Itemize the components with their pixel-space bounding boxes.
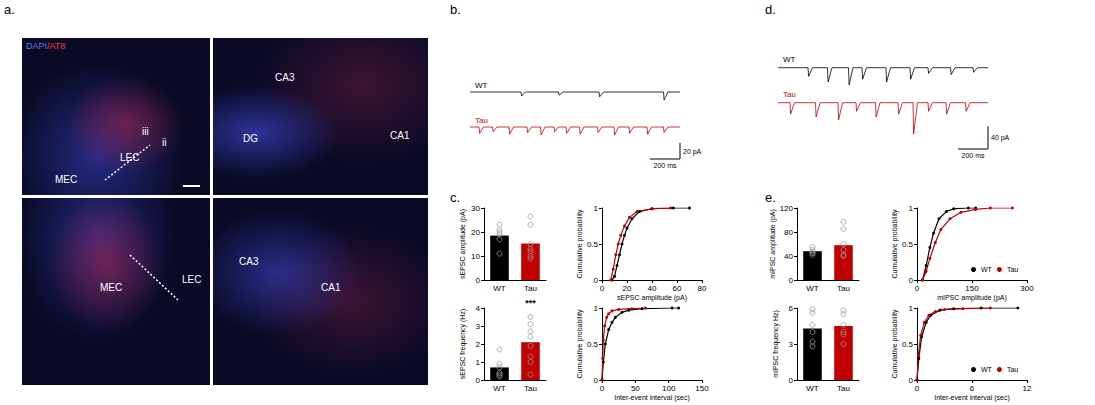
svg-text:WT: WT (981, 366, 993, 373)
svg-text:60: 60 (673, 284, 682, 293)
html-text:CA3: CA3 (275, 72, 295, 83)
svg-text:1: 1 (594, 304, 599, 313)
html-text:b.: b. (450, 2, 461, 17)
svg-text:150: 150 (965, 284, 979, 293)
svg-text:Inter-event interval (sec): Inter-event interval (sec) (614, 394, 689, 402)
svg-text:6: 6 (789, 304, 794, 313)
svg-text:Tau: Tau (783, 90, 796, 99)
svg-text:mIPSC frequency Hz): mIPSC frequency Hz) (772, 310, 780, 378)
svg-text:Tau: Tau (524, 284, 537, 293)
svg-text:4: 4 (476, 304, 481, 313)
svg-text:0: 0 (476, 376, 481, 385)
html-text:d.: d. (765, 2, 776, 17)
svg-text:12: 12 (1023, 384, 1032, 393)
html-text:iii: iii (142, 126, 149, 137)
svg-text:20: 20 (623, 284, 632, 293)
svg-text:Cumulative probability: Cumulative probability (891, 309, 899, 378)
svg-text:Tau: Tau (837, 284, 850, 293)
html-text:DAPI /AT8: DAPI /AT8 (26, 41, 66, 51)
svg-text:30: 30 (471, 204, 480, 213)
svg-text:Tau: Tau (1007, 366, 1018, 373)
svg-text:1: 1 (476, 358, 481, 367)
svg-text:0: 0 (915, 384, 920, 393)
svg-text:sEPSC amplitude (pA): sEPSC amplitude (pA) (459, 209, 467, 279)
html-text:MEC: MEC (100, 282, 123, 293)
svg-text:WT: WT (783, 55, 796, 64)
svg-text:***: *** (525, 298, 536, 308)
svg-text:0: 0 (789, 376, 794, 385)
svg-text:0.5: 0.5 (902, 240, 914, 249)
svg-text:120: 120 (780, 204, 794, 213)
svg-text:1: 1 (909, 204, 914, 213)
svg-text:mIPSC amplitude (pA): mIPSC amplitude (pA) (937, 294, 1007, 302)
html-text:LEC: LEC (120, 152, 140, 163)
svg-text:mIPSC amplitude (pA): mIPSC amplitude (pA) (769, 209, 777, 279)
html-text:e.: e. (765, 190, 776, 205)
html-text:MEC: MEC (55, 174, 78, 185)
html-text:a.: a. (4, 2, 15, 17)
svg-text:0: 0 (476, 276, 481, 285)
svg-text:3: 3 (476, 322, 481, 331)
svg-text:WT: WT (493, 384, 506, 393)
svg-text:200 ms: 200 ms (962, 152, 985, 159)
svg-text:0: 0 (600, 284, 605, 293)
svg-text:Cumulative probability: Cumulative probability (576, 209, 584, 278)
svg-text:Tau: Tau (1007, 266, 1018, 273)
svg-text:1: 1 (594, 204, 599, 213)
svg-text:40: 40 (784, 252, 793, 261)
svg-text:Tau: Tau (837, 384, 850, 393)
svg-text:150: 150 (695, 384, 709, 393)
html-text:DG: DG (243, 133, 258, 144)
svg-text:Cumulative probability: Cumulative probability (891, 209, 899, 278)
html-text:c.: c. (450, 190, 461, 205)
svg-text:WT: WT (475, 81, 488, 90)
svg-text:40 pA: 40 pA (991, 134, 1010, 142)
svg-text:80: 80 (784, 228, 793, 237)
svg-text:WT: WT (981, 266, 993, 273)
svg-text:6: 6 (970, 384, 975, 393)
html-text:CA3: CA3 (239, 256, 259, 267)
svg-text:0.5: 0.5 (587, 340, 599, 349)
svg-text:0.5: 0.5 (587, 240, 599, 249)
html-text:ii: ii (162, 137, 167, 148)
svg-text:20: 20 (471, 228, 480, 237)
svg-text:Tau: Tau (475, 116, 488, 125)
svg-text:0: 0 (594, 276, 599, 285)
svg-text:0.5: 0.5 (902, 340, 914, 349)
svg-text:0: 0 (594, 376, 599, 385)
svg-text:100: 100 (662, 384, 676, 393)
html-text:CA1: CA1 (321, 282, 341, 293)
svg-text:10: 10 (471, 252, 480, 261)
svg-text:0: 0 (909, 376, 914, 385)
svg-text:50: 50 (631, 384, 640, 393)
svg-text:0: 0 (789, 276, 794, 285)
html-text:CA1: CA1 (390, 130, 410, 141)
svg-text:0: 0 (600, 384, 605, 393)
svg-text:40: 40 (648, 284, 657, 293)
svg-text:0: 0 (909, 276, 914, 285)
svg-text:1: 1 (909, 304, 914, 313)
svg-text:Inter-event interval (sec): Inter-event interval (sec) (934, 394, 1009, 402)
svg-text:20 pA: 20 pA (683, 148, 702, 156)
svg-text:2: 2 (476, 340, 481, 349)
svg-text:3: 3 (789, 340, 794, 349)
svg-text:0: 0 (915, 284, 920, 293)
svg-text:Tau: Tau (524, 384, 537, 393)
svg-text:300: 300 (1020, 284, 1034, 293)
svg-text:WT: WT (806, 284, 819, 293)
html-text:LEC: LEC (182, 274, 202, 285)
svg-text:sEPSC amplitude (pA): sEPSC amplitude (pA) (617, 294, 687, 302)
svg-text:WT: WT (493, 284, 506, 293)
svg-text:WT: WT (806, 384, 819, 393)
svg-text:80: 80 (698, 284, 707, 293)
svg-text:Cumulative probability: Cumulative probability (576, 309, 584, 378)
svg-text:sEPSC frequency (Hz): sEPSC frequency (Hz) (459, 309, 467, 379)
svg-text:200 ms: 200 ms (654, 162, 677, 169)
